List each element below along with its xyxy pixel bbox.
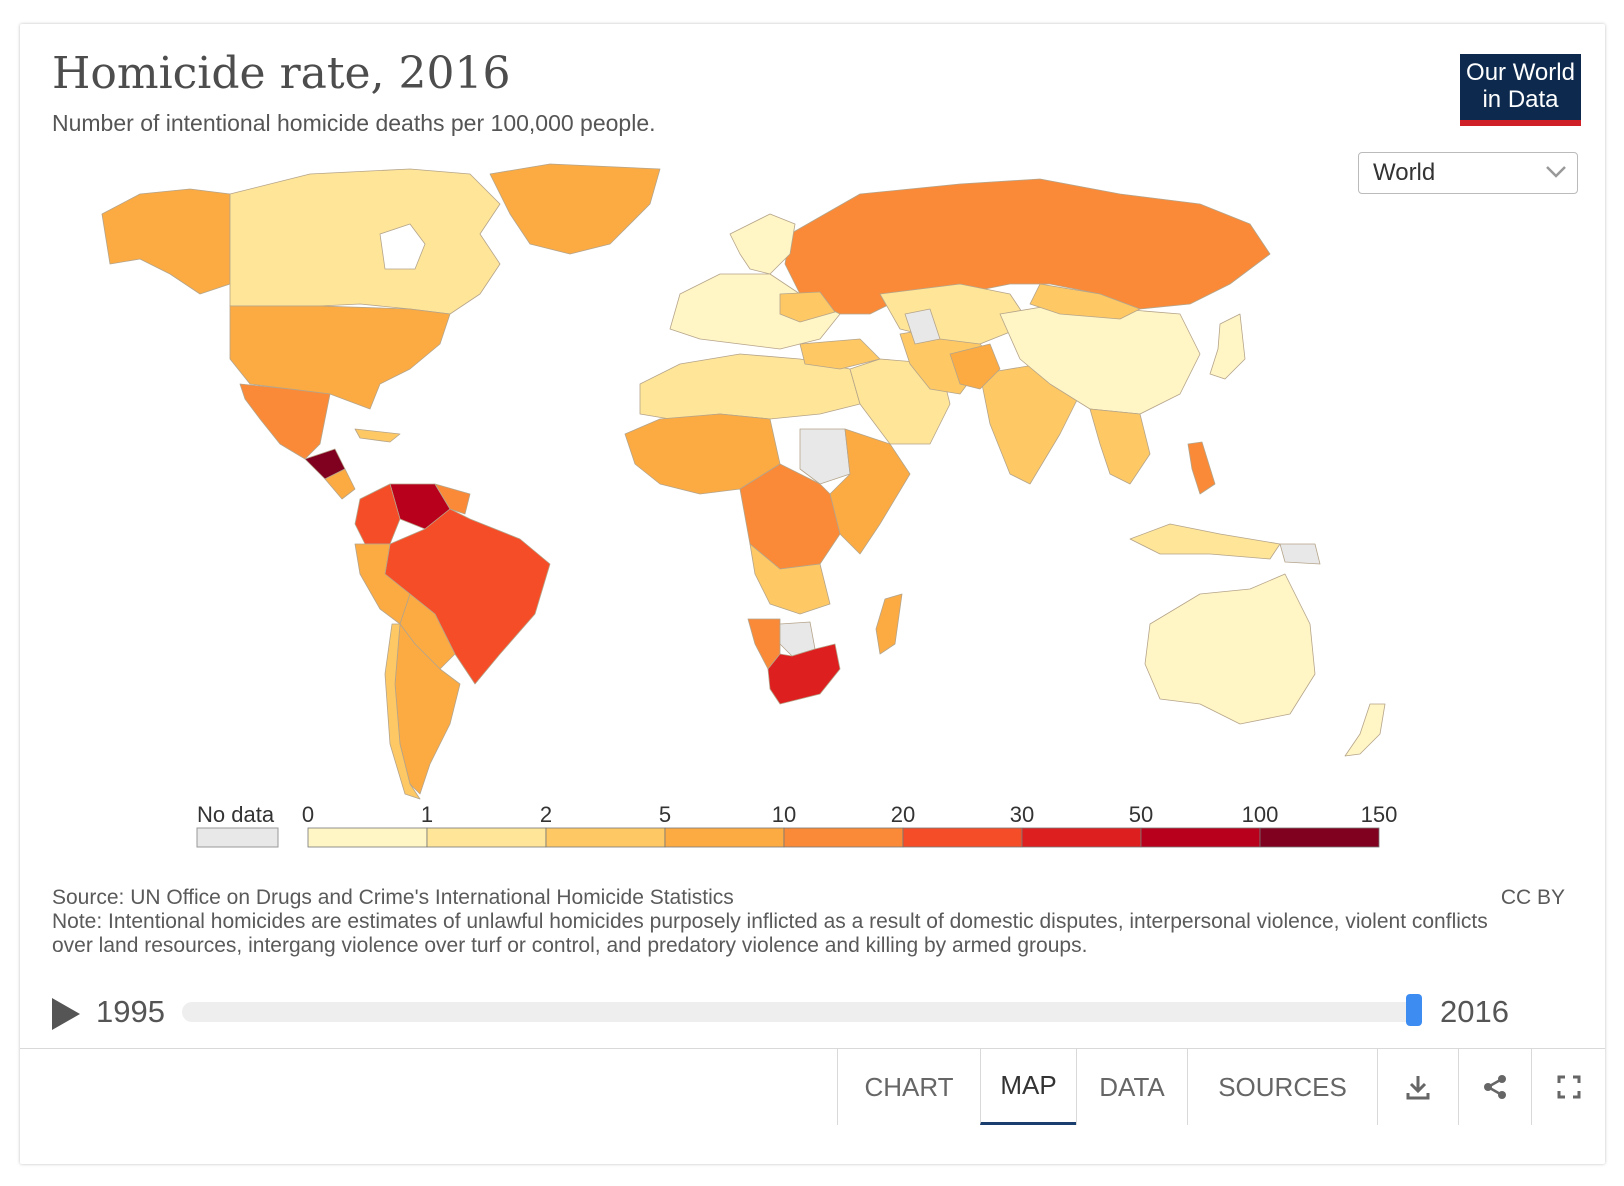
page-title: Homicide rate, 2016 [52,48,511,99]
country-south-africa [767,643,841,705]
play-icon[interactable] [52,998,80,1030]
country-greenland [489,163,661,255]
legend-bin-2[interactable] [545,827,666,848]
legend-bin-1[interactable] [426,827,547,848]
share-button[interactable] [1458,1049,1531,1125]
license-link[interactable]: CC BY [1500,886,1565,909]
timeline-track[interactable] [182,1002,1422,1022]
tab-bar: CHART MAP DATA SOURCES [837,1048,1605,1125]
chart-card: Homicide rate, 2016 Number of intentiona… [20,24,1605,1164]
country-usa [229,305,451,410]
legend-tick-label: 100 [1242,802,1279,827]
timeline-end-year: 2016 [1440,994,1509,1029]
country-pakistan-afg [949,343,1001,390]
fullscreen-icon [1557,1075,1580,1099]
country-cuba [354,428,401,443]
country-mongolia [1029,283,1141,320]
legend-tick-label: 150 [1361,802,1398,827]
country-mexico [239,383,331,460]
legend-tick-label: 5 [659,802,671,827]
country-caspian-no-data [904,308,941,345]
logo-line-2: in Data [1482,86,1559,113]
legend-bin-8[interactable] [1259,827,1380,848]
tab-sources-label: SOURCES [1218,1071,1347,1102]
tab-map[interactable]: MAP [980,1048,1076,1125]
source-note: Note: Intentional homicides are estimate… [52,910,1488,957]
legend-tick-label: 10 [772,802,796,827]
country-indonesia [1129,523,1281,560]
share-icon [1484,1075,1506,1099]
timeline-handle[interactable] [1406,994,1422,1026]
country-sudan [799,428,851,485]
country-north-africa [639,353,861,420]
country-alaska [101,188,231,295]
source-line: Source: UN Office on Drugs and Crime's I… [52,886,734,909]
legend-bin-0[interactable] [307,827,428,848]
country-chile [384,623,421,800]
legend-tick-label: 50 [1129,802,1153,827]
region-select[interactable]: World [1358,152,1578,194]
map-legend: No data 0 1 2 5 10 20 30 50 100 150 [196,802,1397,848]
legend-bins [307,827,1380,848]
country-se-asia [1089,408,1151,485]
legend-tick-label: 30 [1010,802,1034,827]
country-east-africa [829,428,911,555]
legend-bin-3[interactable] [664,827,785,848]
legend-no-data-swatch [196,827,279,848]
legend-bin-5[interactable] [902,827,1023,848]
legend-tick-label: 0 [302,802,314,827]
tab-sources[interactable]: SOURCES [1187,1049,1377,1125]
legend-bin-7[interactable] [1140,827,1261,848]
tab-data[interactable]: DATA [1076,1049,1187,1125]
logo-line-1: Our World [1466,59,1575,86]
chevron-down-icon [1546,166,1566,178]
tab-data-label: DATA [1099,1071,1165,1102]
country-madagascar [875,593,903,655]
legend-bin-4[interactable] [783,827,904,848]
tab-map-label: MAP [1000,1070,1057,1100]
country-canada [229,168,501,315]
owid-logo[interactable]: Our World in Data [1460,54,1581,126]
footer-controls: CHART MAP DATA SOURCES [20,1048,1605,1125]
country-guyana [434,483,471,515]
country-philippines [1187,441,1216,495]
timeline-start-year: 1995 [96,994,165,1029]
source-text: Source: UN Office on Drugs and Crime's I… [52,886,1502,958]
country-central-america [324,468,356,500]
legend-tick-label: 2 [540,802,552,827]
country-angola [749,543,831,615]
page-subtitle: Number of intentional homicide deaths pe… [52,110,656,136]
hudson-bay [379,223,426,270]
timeline: 1995 2016 [20,984,1605,1034]
country-new-zealand [1344,703,1386,757]
tab-chart-label: CHART [864,1071,954,1102]
legend-tick-label: 1 [421,802,433,827]
legend-no-data-label: No data [197,802,275,827]
country-japan [1209,313,1246,380]
download-button[interactable] [1377,1049,1458,1125]
country-png [1279,543,1321,565]
tab-chart[interactable]: CHART [837,1049,980,1125]
fullscreen-button[interactable] [1531,1049,1605,1125]
country-scandinavia [729,213,796,275]
legend-ticks: 0 1 2 5 10 20 30 50 100 150 [302,802,1397,827]
legend-bin-6[interactable] [1021,827,1142,848]
download-icon [1406,1076,1430,1100]
legend-tick-label: 20 [891,802,915,827]
country-australia [1144,573,1316,725]
world-map[interactable] [80,144,1500,804]
country-ukraine [779,291,836,323]
region-select-value: World [1373,159,1436,186]
country-turkey [799,338,881,370]
